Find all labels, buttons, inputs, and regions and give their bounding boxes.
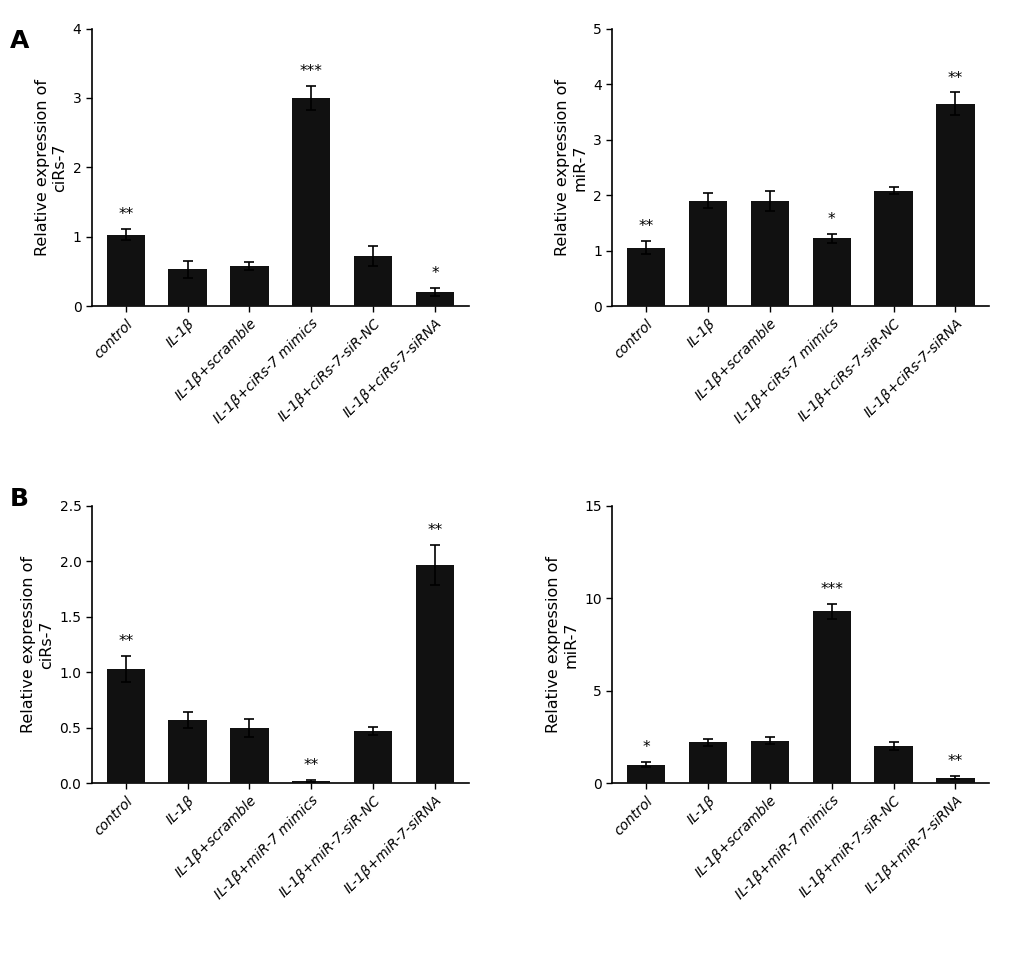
Y-axis label: Relative expression of
miR-7: Relative expression of miR-7 [546, 556, 578, 732]
Bar [688, 742, 727, 783]
Text: B: B [10, 487, 30, 511]
Bar [873, 191, 912, 306]
Bar [354, 256, 392, 306]
Bar [750, 740, 789, 783]
Bar [750, 201, 789, 306]
Text: **: ** [118, 207, 133, 223]
Bar [812, 239, 850, 306]
Bar [107, 668, 145, 783]
Text: **: ** [118, 633, 133, 648]
Bar [230, 728, 268, 783]
Text: **: ** [947, 754, 962, 769]
Bar [935, 777, 973, 783]
Y-axis label: Relative expression of
ciRs-7: Relative expression of ciRs-7 [35, 79, 67, 256]
Bar [416, 292, 453, 306]
Bar [230, 265, 268, 306]
Text: *: * [642, 740, 649, 755]
Bar [354, 731, 392, 783]
Bar [416, 564, 453, 783]
Bar [627, 247, 664, 306]
Text: A: A [10, 29, 30, 53]
Text: *: * [431, 266, 438, 281]
Text: *: * [827, 212, 835, 227]
Text: ***: *** [300, 64, 322, 78]
Bar [935, 103, 973, 306]
Bar [168, 720, 207, 783]
Bar [168, 269, 207, 306]
Y-axis label: Relative expression of
miR-7: Relative expression of miR-7 [554, 79, 587, 256]
Bar [688, 201, 727, 306]
Text: **: ** [304, 758, 319, 773]
Bar [291, 98, 330, 306]
Bar [627, 765, 664, 783]
Y-axis label: Relative expression of
ciRs-7: Relative expression of ciRs-7 [21, 556, 54, 732]
Text: **: ** [638, 220, 653, 234]
Bar [107, 235, 145, 306]
Text: ***: *** [819, 582, 843, 597]
Text: **: ** [947, 71, 962, 86]
Bar [291, 781, 330, 783]
Bar [812, 611, 850, 783]
Bar [873, 746, 912, 783]
Text: **: ** [427, 522, 442, 538]
